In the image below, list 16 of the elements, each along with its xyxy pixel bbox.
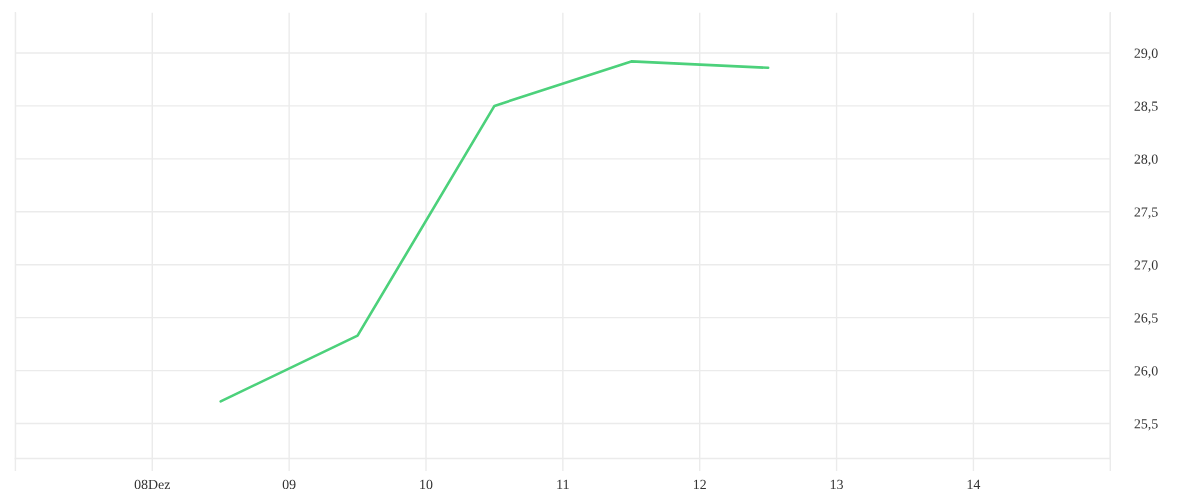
y-tick-label: 27,0 [1134,260,1158,272]
y-tick-label: 29,0 [1134,48,1158,60]
x-tick-label: 12 [693,479,706,489]
y-tick-label: 26,0 [1134,366,1158,378]
line-series [219,60,770,403]
x-tick-label: 13 [830,479,843,490]
x-tick-label: 11 [557,479,569,489]
x-tick-label: 14 [967,479,981,489]
x-tick-label: 09 [282,479,296,490]
y-tick-label: 28,0 [1134,154,1158,166]
x-tick-label: 08Dez [134,479,170,490]
x-tick-label: 10 [420,479,433,490]
y-tick-label: 25,5 [1134,419,1158,431]
y-tick-label: 28,5 [1134,101,1158,113]
y-tick-label: 26,5 [1134,313,1158,325]
y-tick-label: 27,5 [1134,207,1158,219]
